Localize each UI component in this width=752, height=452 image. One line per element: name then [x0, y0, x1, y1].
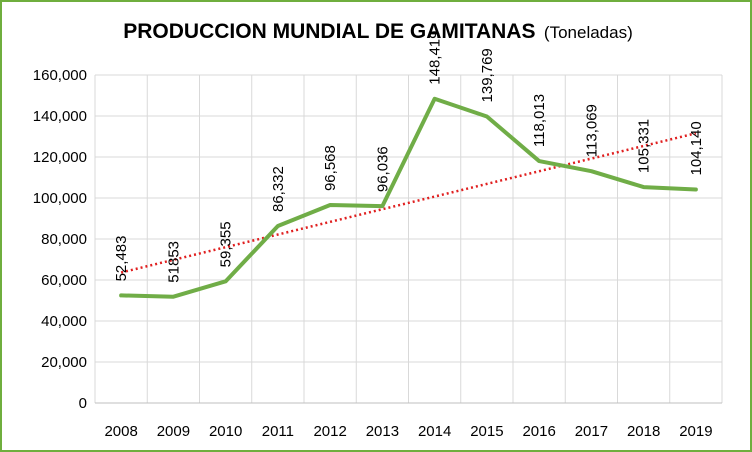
- data-point: [171, 295, 175, 299]
- data-label: 51853: [165, 241, 182, 283]
- data-point: [276, 224, 280, 228]
- x-tick-label: 2015: [470, 423, 503, 440]
- data-label: 148,419: [427, 31, 444, 85]
- x-tick-label: 2012: [313, 423, 346, 440]
- data-label: 118,013: [531, 94, 548, 147]
- y-tick-label: 40,000: [41, 313, 87, 330]
- x-tick-label: 2008: [104, 423, 137, 440]
- data-point: [694, 188, 698, 192]
- x-tick-label: 2016: [522, 423, 555, 440]
- series-line: [119, 96, 698, 299]
- x-tick-label: 2014: [418, 423, 451, 440]
- data-point: [589, 169, 593, 173]
- data-point: [537, 159, 541, 163]
- data-point: [224, 279, 228, 283]
- data-point: [642, 185, 646, 189]
- chart-subtitle: (Toneladas): [543, 23, 633, 42]
- y-tick-label: 60,000: [41, 272, 87, 289]
- y-tick-label: 100,000: [33, 190, 87, 207]
- y-tick-label: 160,000: [33, 67, 87, 84]
- data-point: [433, 97, 437, 101]
- data-point: [380, 204, 384, 208]
- data-label: 104,140: [688, 121, 705, 175]
- data-point: [119, 293, 123, 297]
- x-tick-label: 2018: [627, 423, 660, 440]
- chart-title: PRODUCCION MUNDIAL DE GAMITANAS: [123, 20, 536, 43]
- data-label: 113,069: [583, 104, 600, 157]
- data-label: 105,331: [636, 119, 653, 173]
- data-label: 52,483: [113, 236, 130, 282]
- x-tick-label: 2009: [157, 423, 190, 440]
- data-label: 59,355: [218, 221, 235, 267]
- data-point: [328, 203, 332, 207]
- data-label: 86,332: [270, 166, 287, 212]
- data-label: 139,769: [479, 48, 496, 102]
- y-tick-label: 20,000: [41, 354, 87, 371]
- y-tick-label: 120,000: [33, 149, 87, 166]
- data-label: 96,036: [374, 146, 391, 192]
- y-tick-label: 140,000: [33, 108, 87, 125]
- y-tick-label: 0: [79, 395, 87, 412]
- x-tick-label: 2010: [209, 423, 242, 440]
- y-tick-label: 80,000: [41, 231, 87, 248]
- data-label: 96,568: [322, 145, 339, 191]
- x-tick-label: 2013: [366, 423, 399, 440]
- x-tick-label: 2017: [575, 423, 608, 440]
- data-point: [485, 114, 489, 118]
- trendline: [120, 132, 697, 274]
- chart-title-block: PRODUCCION MUNDIAL DE GAMITANAS (Tonelad…: [2, 20, 752, 44]
- x-tick-label: 2019: [679, 423, 712, 440]
- x-tick-label: 2011: [262, 423, 294, 440]
